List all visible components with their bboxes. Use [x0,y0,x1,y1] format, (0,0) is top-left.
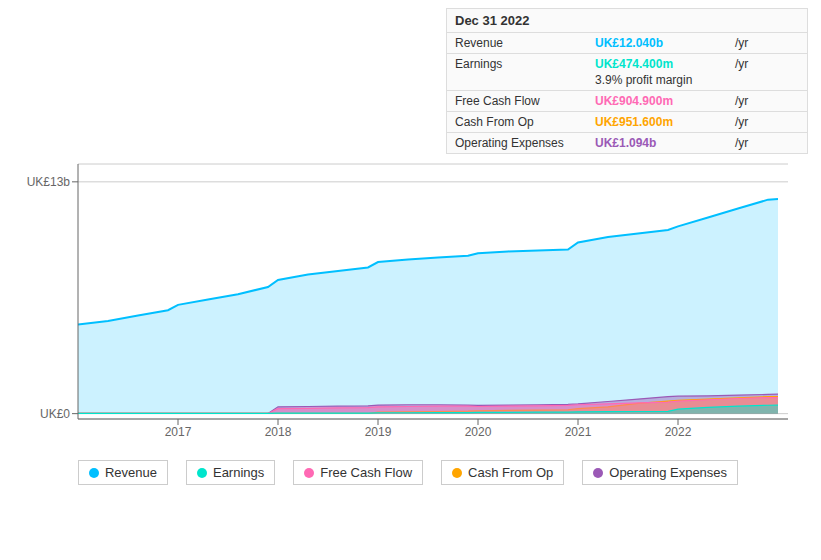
html-text:UK£904.900m: UK£904.900m [595,94,674,108]
svg-text:UK£0: UK£0 [40,407,70,421]
html-text:Dec 31 2022: Dec 31 2022 [455,13,530,28]
html-text:/yr: /yr [735,115,749,129]
html-text:Cash From Op: Cash From Op [455,115,534,129]
svg-text:2020: 2020 [465,425,492,439]
svg-text:UK£13b: UK£13b [27,175,71,189]
svg-text:2018: 2018 [265,425,292,439]
html-text:UK£12.040b: UK£12.040b [595,36,663,50]
html-text:UK£951.600m: UK£951.600m [595,115,674,129]
html-text:Operating Expenses: Operating Expenses [455,136,564,150]
html-text:Free Cash Flow: Free Cash Flow [320,465,412,480]
html-text:Free Cash Flow: Free Cash Flow [455,94,540,108]
html-text:Revenue: Revenue [104,465,157,480]
html-text:Cash From Op: Cash From Op [468,465,554,480]
html-text:Earnings: Earnings [213,465,265,480]
svg-text:2017: 2017 [165,425,192,439]
html-text:/yr: /yr [735,94,749,108]
html-text:/yr: /yr [735,136,749,150]
html-text:UK£1.094b: UK£1.094b [595,136,657,150]
html-text:/yr: /yr [735,57,749,71]
html-text:Revenue: Revenue [455,36,503,50]
svg-text:2022: 2022 [665,425,692,439]
html-text:Operating Expenses: Operating Expenses [609,465,728,480]
html-text:UK£474.400m: UK£474.400m [595,57,674,71]
svg-text:2019: 2019 [365,425,392,439]
svg-text:2021: 2021 [565,425,592,439]
html-text:/yr: /yr [735,36,749,50]
html-text:3.9% profit margin: 3.9% profit margin [595,73,693,87]
html-text:Earnings: Earnings [455,57,503,71]
